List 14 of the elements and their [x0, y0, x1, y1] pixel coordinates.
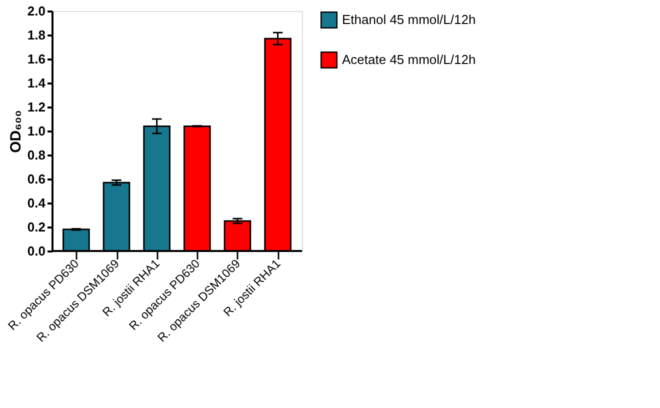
- y-tick-label: 1.2: [27, 100, 46, 114]
- y-tick-label: 0.4: [27, 196, 46, 210]
- y-tick-label: 0.0: [27, 244, 46, 258]
- y-tick-label: 0.2: [27, 220, 46, 234]
- y-tick-label: 1.8: [27, 28, 46, 42]
- legend-label: Acetate 45 mmol/L/12h: [342, 52, 476, 67]
- y-tick-label: 2.0: [27, 4, 46, 18]
- y-tick-label: 0.6: [27, 172, 46, 186]
- legend-label: Ethanol 45 mmol/L/12h: [342, 12, 476, 27]
- y-tick-label: 1.0: [27, 124, 46, 138]
- y-tick-label: 0.8: [27, 148, 46, 162]
- y-axis-title: OD₆₀₀: [7, 110, 24, 153]
- y-tick-label: 1.6: [27, 52, 46, 66]
- y-tick-label: 1.4: [27, 76, 46, 90]
